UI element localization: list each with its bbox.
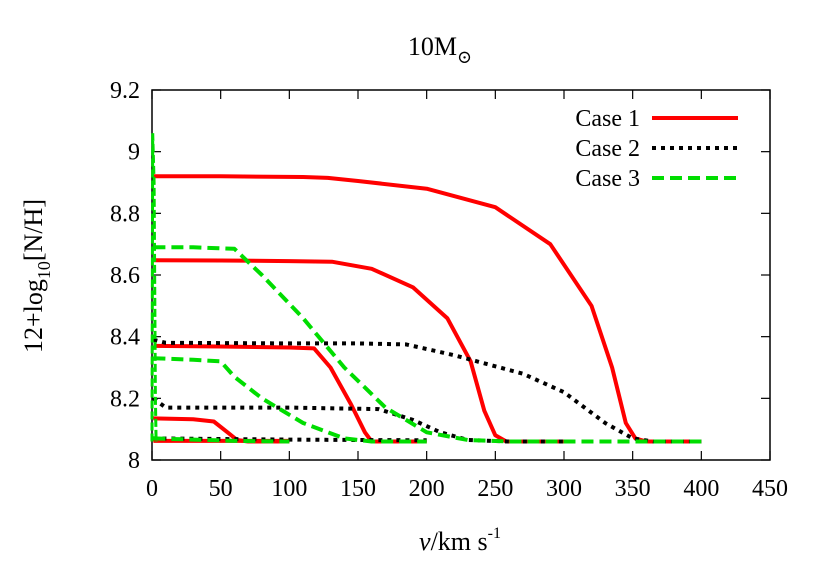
series-line-case-2: [152, 337, 702, 444]
x-tick-label: 150: [340, 476, 376, 502]
series-line-case-3: [153, 356, 427, 444]
y-tick-label: 9.2: [110, 78, 140, 104]
x-tick-label: 400: [683, 476, 719, 502]
series-line-case-1: [153, 174, 702, 444]
x-tick-label: 200: [409, 476, 445, 502]
series-line-case-3: [153, 436, 290, 444]
x-tick-label: 0: [146, 476, 158, 502]
x-tick-label: 250: [477, 476, 513, 502]
x-tick-label: 350: [615, 476, 651, 502]
y-tick-label: 8.8: [110, 201, 140, 227]
near-zero-spike-line: [150, 133, 158, 442]
y-tick-label: 8: [128, 448, 140, 474]
x-axis-label: v/km s-1: [419, 525, 501, 556]
plot-frame: [151, 89, 771, 461]
y-tick-label: 9: [128, 140, 140, 166]
legend-label-case-1: Case 1: [575, 106, 640, 132]
y-tick-label: 8.6: [110, 263, 140, 289]
title-subscript: ⊙: [457, 47, 472, 67]
legend-label-case-2: Case 2: [575, 136, 640, 162]
series-line-case-3: [153, 245, 702, 444]
x-tick-label: 300: [546, 476, 582, 502]
y-axis-label: 12+log10[N/H]: [19, 199, 54, 353]
plot-area: 0 50 100 150 200 250 300 350 400 450 8 8.2 8.4 8.6 8.8…: [110, 78, 788, 502]
x-tick-label: 450: [752, 476, 788, 502]
y-tick-label: 8.4: [110, 325, 140, 351]
x-tick-label: 50: [209, 476, 233, 502]
chart-title: 10M⊙: [408, 32, 472, 67]
legend-label-case-3: Case 3: [575, 166, 640, 192]
y-tick-label: 8.2: [110, 386, 140, 412]
series-line-case-2: [152, 396, 564, 444]
x-tick-label: 100: [271, 476, 307, 502]
series-line-case-1: [153, 258, 564, 444]
